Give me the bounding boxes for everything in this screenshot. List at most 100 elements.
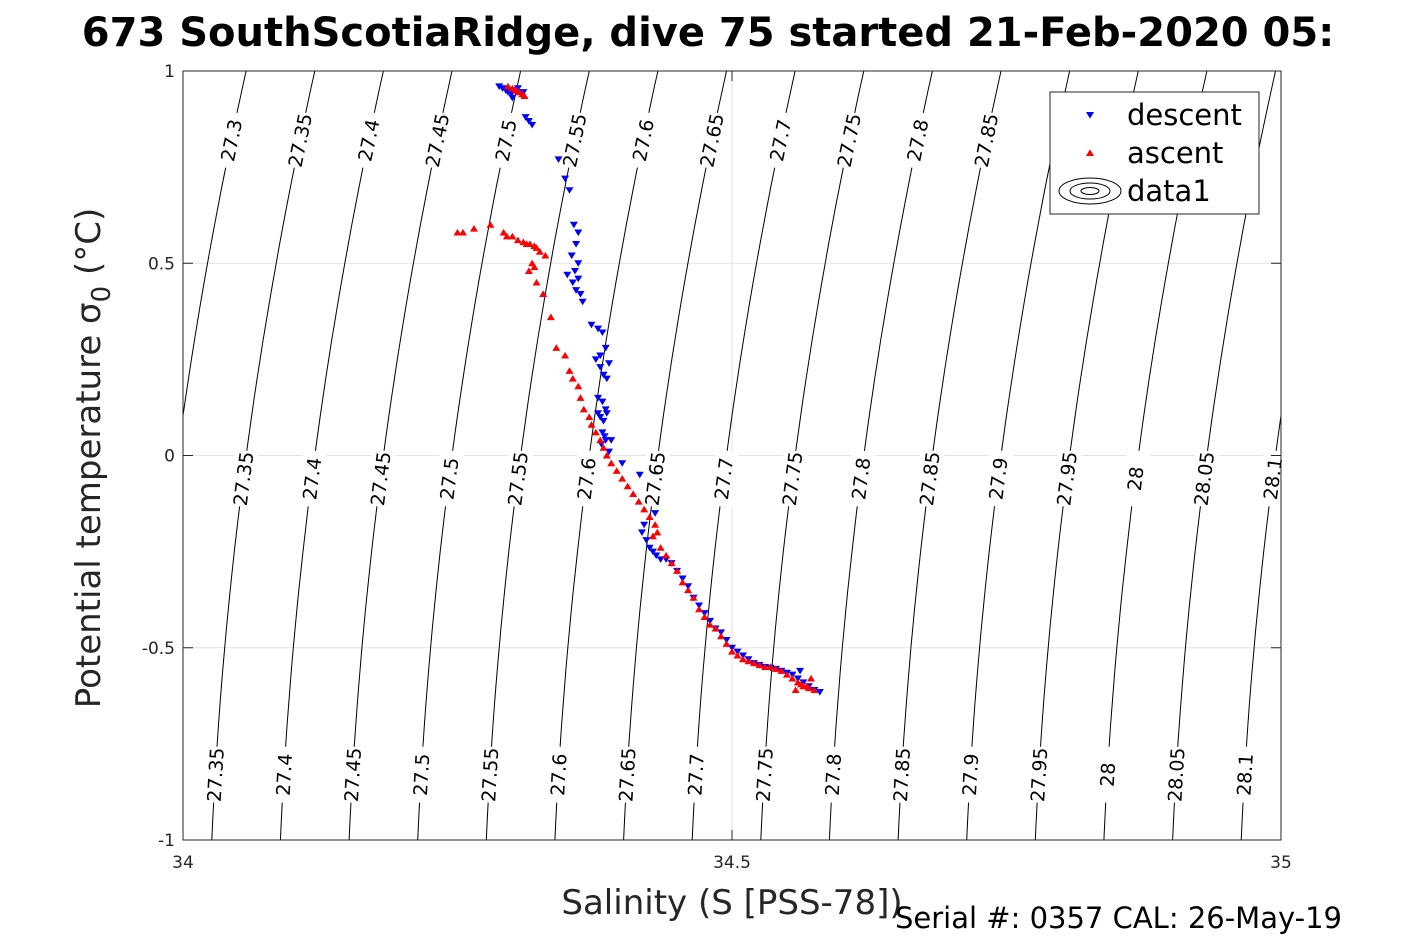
serial-calibration-note: Serial #: 0357 CAL: 26-May-19 <box>895 901 1342 935</box>
ascent-point <box>684 586 693 594</box>
legend-marker-data1 <box>1058 177 1122 205</box>
contour-label: 27.8 <box>848 456 875 501</box>
descent-point <box>594 325 603 333</box>
contour-label: 27.35 <box>204 747 229 803</box>
descent-point <box>563 271 572 279</box>
ascent-point <box>717 632 726 640</box>
ascent-point <box>612 467 621 474</box>
y-axis-label-unit: (°C) <box>69 208 109 286</box>
contour-label: 28 <box>1124 465 1149 492</box>
ascent-point <box>469 225 478 232</box>
descent-point <box>594 394 603 402</box>
contour-label-mask <box>1051 449 1083 508</box>
descent-point <box>651 510 660 517</box>
contour-label: 27.85 <box>890 747 915 803</box>
axis-tick-labels: 34 34.5 35 -1 -0.5 0 0.5 1 <box>142 62 1292 873</box>
descent-point <box>568 279 577 287</box>
contour-label-mask <box>1093 745 1122 804</box>
descent-point <box>495 83 504 90</box>
contour-label: 28 <box>1097 762 1120 787</box>
ascent-point <box>810 686 819 694</box>
ascent-point <box>711 624 720 632</box>
contour-label-mask <box>831 110 867 171</box>
ascent-point <box>532 278 541 286</box>
descent-point <box>596 414 605 421</box>
ascent-point <box>561 351 570 359</box>
contour-label-mask <box>1188 449 1220 508</box>
descent-point <box>642 537 651 544</box>
descent-point <box>561 175 570 183</box>
contour-label: 27.5 <box>410 753 434 797</box>
ascent-point <box>653 528 662 536</box>
descent-point <box>570 267 579 275</box>
descent-point <box>645 544 654 552</box>
ascent-point <box>755 661 764 669</box>
contour-label-mask <box>338 745 367 804</box>
y-tick-label: -1 <box>158 831 175 851</box>
ascent-point <box>645 513 654 521</box>
contour-label-mask <box>776 449 808 508</box>
contour-label: 27.45 <box>341 747 366 803</box>
descent-point <box>565 187 574 194</box>
contour-label: 27.55 <box>478 747 503 803</box>
ascent-point <box>744 657 753 665</box>
ascent-point <box>651 521 660 528</box>
contour-label: 27.65 <box>615 747 640 803</box>
contour-label: 27.8 <box>822 753 846 797</box>
descent-point <box>569 221 578 229</box>
ascent-point <box>574 382 583 390</box>
contour-label-mask <box>845 449 877 508</box>
ascent-point <box>520 92 529 99</box>
contour-label-mask <box>1119 449 1151 508</box>
contour-label: 28.05 <box>1164 747 1189 803</box>
contour-label: 27.75 <box>753 747 778 803</box>
ascent-point <box>591 428 600 436</box>
descent-point <box>528 121 537 129</box>
contour-label-mask <box>982 449 1014 508</box>
descent-point <box>796 667 805 675</box>
contour-label-mask <box>544 745 573 804</box>
contour-label-mask <box>296 449 328 508</box>
ascent-point <box>629 490 638 497</box>
descent-point <box>599 371 608 379</box>
descent-point <box>574 260 583 267</box>
descent-point <box>508 94 517 102</box>
ascent-point <box>689 594 698 601</box>
ascent-point <box>648 532 657 540</box>
contour-label-mask <box>913 449 945 508</box>
legend-marker-descent <box>1086 112 1094 119</box>
contour-label-mask <box>625 110 661 171</box>
descent-point <box>635 471 644 479</box>
y-tick-label: 0.5 <box>148 254 175 274</box>
descent-point <box>601 344 610 352</box>
contour-label-mask <box>213 110 249 171</box>
chart-title: 673 SouthScotiaRidge, dive 75 started 21… <box>82 10 1334 56</box>
contour-label: 27.4 <box>299 456 326 501</box>
descent-point <box>598 398 607 406</box>
legend: descent ascent data1 <box>1049 91 1260 215</box>
ascent-point <box>777 667 786 674</box>
descent-point <box>576 291 585 298</box>
series-layer <box>453 82 824 696</box>
ascent-point <box>678 578 687 586</box>
contour-label: 27.4 <box>273 753 297 797</box>
density-contour-line <box>183 71 247 420</box>
ascent-point <box>568 375 577 382</box>
ascent-point <box>524 267 533 274</box>
contour-label: 27.7 <box>684 753 708 797</box>
contour-label-mask <box>502 449 534 508</box>
ascent-point <box>634 498 643 505</box>
ascent-point <box>541 251 550 259</box>
contour-label-mask <box>639 449 671 508</box>
axis-ticks <box>182 70 1282 841</box>
contour-label-mask <box>694 110 730 171</box>
legend-label-descent: descent <box>1127 98 1242 132</box>
contour-label: 27.9 <box>985 456 1012 501</box>
contour-label-mask <box>351 110 386 171</box>
descent-point <box>524 117 533 125</box>
y-axis-label: Potential temperature σ0 (°C) <box>69 208 117 708</box>
descent-point <box>591 356 600 363</box>
y-tick-label: 0 <box>164 447 175 467</box>
ascent-point <box>656 544 665 551</box>
